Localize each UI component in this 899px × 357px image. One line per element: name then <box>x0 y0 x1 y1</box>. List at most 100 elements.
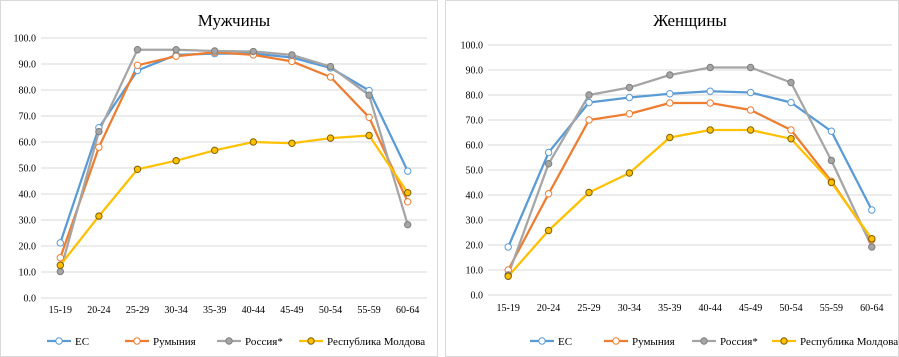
men-x-tick-label: 15-19 <box>49 305 72 316</box>
men-series-1-point <box>365 113 373 122</box>
women-series-3-point <box>746 126 755 134</box>
men-series-3-point <box>326 134 335 142</box>
men-series-2-point <box>172 46 180 54</box>
women-series-0-point <box>706 87 714 95</box>
men-y-tick-label: 20.0 <box>19 242 37 253</box>
women-series-0-point <box>787 98 795 107</box>
women-series-1-point <box>666 99 674 107</box>
women-series-3-point <box>666 133 674 142</box>
men-x-tick-label: 40-44 <box>242 305 265 316</box>
men-y-tick-label: 30.0 <box>19 216 37 227</box>
women-series-2-point <box>868 243 876 251</box>
women-series-3-line <box>507 128 873 278</box>
women-chart-title: Женщины <box>653 11 727 30</box>
men-series-3-point <box>211 146 219 155</box>
men-series-3-point <box>404 189 412 197</box>
women-y-tick-label: 90.0 <box>466 66 484 77</box>
women-series-3-point <box>787 135 795 143</box>
men-series-2-point <box>404 220 412 229</box>
men-x-tick-label: 45-49 <box>280 305 303 316</box>
men-x-tick-label: 20-24 <box>87 305 110 316</box>
men-chart-title: Мужчины <box>198 11 271 30</box>
men-y-tick-label: 90.0 <box>19 60 37 71</box>
women-series-3-point <box>585 188 593 197</box>
men-series-2-point <box>249 47 258 56</box>
women-series-2-point <box>787 78 795 87</box>
women-y-tick-label: 60.0 <box>466 141 484 152</box>
chart-men: Мужчины 0.0 10.0 20.0 30.0 40.0 50.0 60.0 70.0 80… <box>0 0 438 357</box>
women-y-tick-label: 30.0 <box>466 216 484 227</box>
women-y-tick-label: 50.0 <box>466 166 484 177</box>
women-x-tick-label: 40-44 <box>699 303 722 314</box>
women-series-3-point <box>868 235 876 243</box>
men-legend-swatch-marker <box>307 337 315 345</box>
men-series-1-point <box>326 73 335 81</box>
women-legend-label: Россия* <box>720 336 758 348</box>
women-x-tick-label: 60-64 <box>860 303 883 314</box>
men-series-2-point <box>211 47 219 55</box>
women-legend-label: ЕС <box>558 336 572 348</box>
men-series-0-point <box>404 167 412 175</box>
women-legend-label: Республика Молдова <box>800 336 898 348</box>
men-legend-label: Россия* <box>245 336 283 348</box>
men-series-3-point <box>56 261 64 269</box>
men-legend-label: Румыния <box>153 336 196 348</box>
women-series-2-point <box>706 63 714 72</box>
men-series-3-point <box>365 131 373 140</box>
women-x-tick-label: 25-29 <box>577 303 600 314</box>
men-y-tick-label: 80.0 <box>19 86 37 97</box>
women-series-2-point <box>625 83 634 92</box>
women-series-1-point <box>585 116 593 124</box>
men-series-3-point <box>95 212 103 220</box>
women-series-0-point <box>625 93 634 102</box>
women-legend-swatch-marker <box>612 337 620 345</box>
women-x-tick-label: 50-54 <box>779 303 802 314</box>
women-series-2-point <box>544 160 553 168</box>
women-legend-swatch-marker <box>780 337 788 345</box>
men-y-tick-label: 50.0 <box>19 164 37 175</box>
women-x-tick-label: 45-49 <box>739 303 762 314</box>
men-y-tick-label: 60.0 <box>19 138 37 149</box>
men-y-tick-label: 10.0 <box>19 268 37 279</box>
women-x-tick-label: 55-59 <box>820 303 843 314</box>
women-y-tick-label: 10.0 <box>466 266 484 277</box>
men-series-1-point <box>133 61 142 70</box>
men-x-tick-label: 25-29 <box>126 305 149 316</box>
women-series-0-point <box>585 98 593 107</box>
women-x-tick-label: 30-34 <box>618 303 641 314</box>
men-x-tick-label: 55-59 <box>357 305 380 316</box>
women-series-3-point <box>706 126 714 134</box>
women-series-2-point <box>585 91 593 99</box>
women-legend-swatch-marker <box>700 337 708 345</box>
men-series-1-point <box>288 57 296 66</box>
chart-women: Женщины 0.0 10.0 20.0 30.0 40.0 50.0 60.0 70.0 80… <box>445 0 899 357</box>
men-y-tick-label: 0.0 <box>24 294 37 305</box>
women-series-0-point <box>746 88 755 97</box>
men-series-2-line <box>59 48 409 272</box>
men-series-1-point <box>404 198 412 206</box>
women-y-tick-label: 0.0 <box>471 291 484 302</box>
women-series-2-point <box>746 63 755 72</box>
women-series-0-point <box>544 148 553 157</box>
women-y-tick-label: 70.0 <box>466 116 484 127</box>
men-series-3-line <box>59 134 409 266</box>
women-series-2-point <box>666 71 674 79</box>
men-series-1-point <box>95 143 103 151</box>
chart-women-svg: Женщины 0.0 10.0 20.0 30.0 40.0 50.0 60.0 70.0 80… <box>461 11 899 348</box>
women-series-3-point <box>625 169 634 177</box>
women-series-0-point <box>666 90 674 98</box>
men-series-0-line <box>59 52 409 244</box>
men-series-3-point <box>133 165 142 174</box>
women-series-3-point <box>504 272 512 280</box>
women-y-tick-label: 80.0 <box>466 91 484 102</box>
men-x-tick-label: 50-54 <box>319 305 342 316</box>
women-y-tick-label: 20.0 <box>466 241 484 252</box>
women-x-tick-label: 35-39 <box>658 303 681 314</box>
men-series-0-point <box>56 239 64 247</box>
men-x-tick-label: 35-39 <box>203 305 226 316</box>
men-legend-label: ЕС <box>75 336 89 348</box>
men-series-1-point <box>172 52 180 60</box>
chart-men-svg: Мужчины 0.0 10.0 20.0 30.0 40.0 50.0 60.0 70.0 80… <box>14 11 427 348</box>
men-series-2-point <box>365 91 373 99</box>
women-series-1-point <box>706 99 714 107</box>
